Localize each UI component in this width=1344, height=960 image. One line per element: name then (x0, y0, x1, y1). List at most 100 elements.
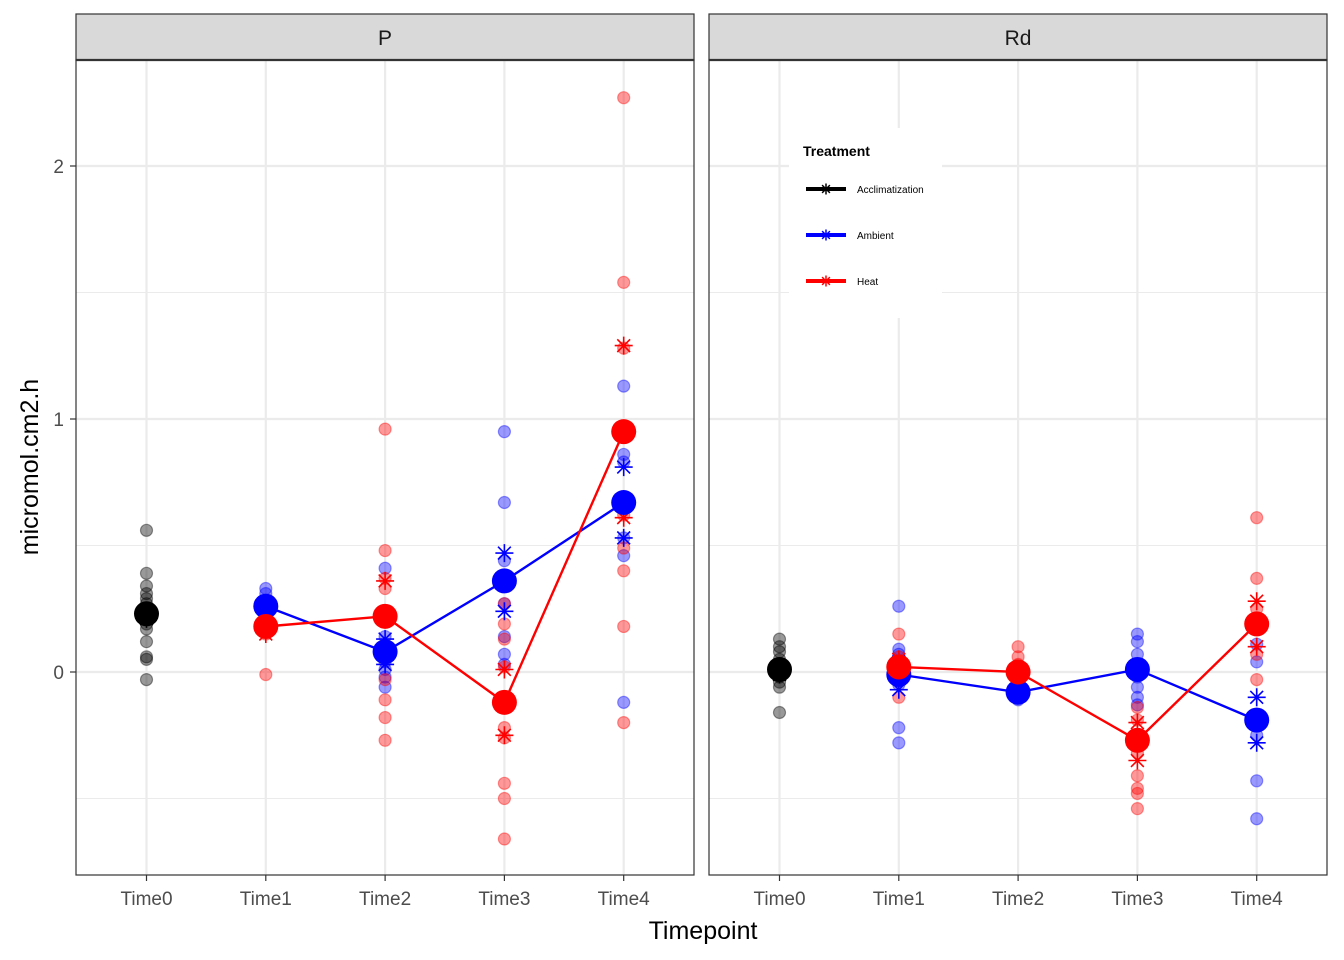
replicate-marker-heat (495, 660, 514, 679)
y-tick-label: 0 (53, 663, 64, 684)
x-tick-label: Time1 (240, 889, 292, 910)
raw-point-ambient (1130, 690, 1145, 704)
raw-point-acclimatization (139, 650, 154, 664)
raw-point-acclimatization (772, 640, 787, 654)
raw-point-heat (617, 91, 631, 105)
x-tick-label: Time0 (120, 889, 172, 910)
raw-point-ambient (1250, 774, 1264, 788)
raw-point-heat (1130, 781, 1145, 795)
raw-point-heat (1130, 700, 1145, 715)
mean-point-heat (886, 654, 912, 680)
raw-point-ambient (378, 680, 392, 694)
raw-point-heat (892, 627, 906, 641)
legend-title: Treatment (803, 143, 870, 159)
raw-point-heat (378, 672, 392, 687)
raw-point-acclimatization (139, 652, 154, 666)
replicate-marker-ambient (1247, 733, 1266, 752)
raw-point-heat (617, 715, 631, 730)
raw-point-heat (378, 733, 392, 747)
mean-point-ambient (611, 489, 637, 515)
strip-label: P (378, 27, 392, 50)
raw-point-heat (1250, 672, 1264, 687)
raw-point-ambient (1130, 627, 1145, 641)
panel-p: P Time0 Time1 Time2 Time3 Time4 0 1 2 (53, 13, 695, 910)
raw-point-ambient (1130, 635, 1145, 649)
replicate-marker-ambient (614, 458, 633, 477)
replicate-marker-ambient (1247, 688, 1266, 707)
raw-point-ambient (892, 599, 906, 613)
x-tick-label: Time2 (992, 889, 1044, 910)
mean-point-ambient (1005, 679, 1031, 705)
mean-point-heat (1124, 727, 1150, 753)
mean-line-ambient (265, 501, 625, 654)
raw-point-acclimatization (139, 566, 154, 580)
raw-point-acclimatization (139, 672, 154, 687)
strip-background (708, 13, 1328, 61)
mean-point-ambient (372, 639, 398, 665)
legend-entry-ambient: Ambient (806, 229, 894, 242)
legend-label: Heat (857, 277, 878, 288)
mean-point-ambient (1124, 656, 1150, 682)
raw-point-heat (497, 632, 511, 646)
mean-point-acclimatization (134, 601, 159, 627)
raw-point-acclimatization (772, 632, 787, 646)
replicate-marker-ambient (495, 602, 514, 621)
legend-entry-heat: Heat (806, 275, 878, 288)
raw-point-heat (259, 667, 273, 682)
replicate-marker-ambient (614, 528, 633, 547)
replicate-marker-heat (1247, 592, 1266, 611)
raw-point-heat (497, 776, 511, 790)
raw-point-heat (1130, 802, 1145, 816)
raw-point-ambient (617, 379, 631, 393)
raw-point-acclimatization (139, 586, 154, 601)
raw-point-ambient (497, 629, 511, 644)
raw-point-heat (497, 832, 511, 846)
mean-point-heat (1005, 659, 1031, 685)
raw-point-ambient (1250, 655, 1264, 669)
raw-point-acclimatization (772, 705, 787, 720)
mean-point-ambient (491, 568, 517, 594)
raw-point-heat (1130, 769, 1145, 783)
x-tick-label: Time0 (753, 889, 805, 910)
raw-point-ambient (617, 695, 631, 709)
replicate-marker-heat (376, 571, 395, 590)
raw-point-heat (497, 791, 511, 806)
legend-label: Acclimatization (857, 185, 924, 196)
mean-point-heat (372, 603, 398, 629)
replicate-marker-ambient (376, 630, 395, 649)
x-tick-label: Time2 (359, 889, 411, 910)
raw-point-acclimatization (139, 523, 154, 537)
raw-point-ambient (892, 721, 906, 735)
raw-point-ambient (892, 736, 906, 750)
replicate-marker-ambient (889, 680, 908, 699)
x-tick-label: Time1 (873, 889, 925, 910)
raw-point-ambient (1250, 812, 1264, 826)
raw-point-acclimatization (139, 579, 154, 593)
replicate-marker-heat (614, 336, 633, 355)
raw-point-heat (1250, 511, 1264, 525)
mean-line-ambient (898, 668, 1258, 722)
raw-point-heat (1130, 786, 1145, 801)
mean-point-heat (491, 689, 517, 715)
mean-point-heat (253, 613, 279, 639)
raw-point-acclimatization (139, 635, 154, 649)
legend-key-marker (820, 183, 832, 195)
legend: Treatment Acclimatization Ambient Heat (789, 128, 942, 318)
x-tick-label: Time4 (598, 889, 651, 910)
raw-point-heat (378, 543, 392, 558)
raw-point-heat (1011, 640, 1025, 654)
raw-point-ambient (617, 549, 631, 563)
strip-background (75, 13, 695, 61)
x-tick-label: Time3 (1111, 889, 1163, 910)
raw-point-ambient (497, 495, 511, 510)
raw-point-ambient (1130, 698, 1145, 712)
raw-point-heat (617, 564, 631, 578)
replicate-marker-heat (1247, 637, 1266, 656)
legend-key-marker (820, 229, 832, 241)
strip-label: Rd (1005, 27, 1032, 50)
replicate-marker-ambient (495, 544, 514, 563)
raw-point-heat (617, 619, 631, 634)
mean-point-heat (611, 419, 637, 445)
raw-point-heat (1250, 571, 1264, 585)
mean-line-heat (265, 431, 625, 705)
